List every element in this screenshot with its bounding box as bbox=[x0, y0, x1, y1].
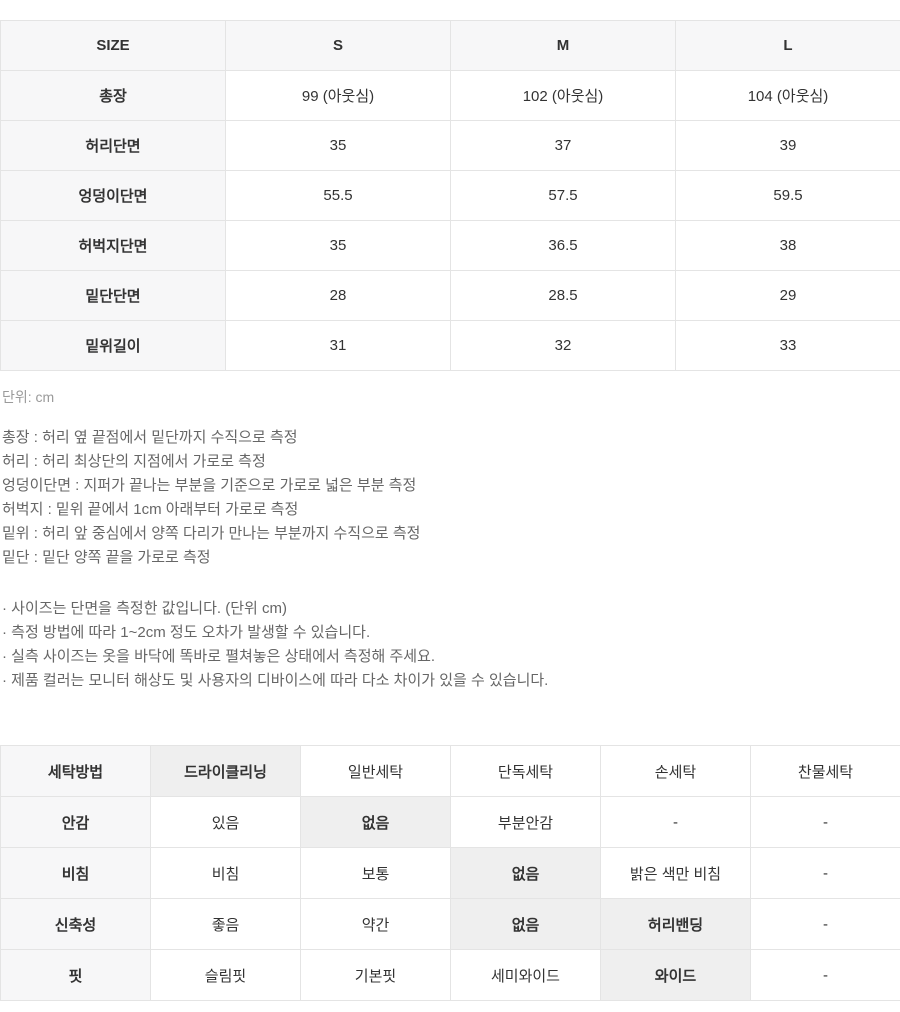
size-cell: 104 (아웃심) bbox=[676, 71, 900, 121]
care-cell: 비침 bbox=[151, 848, 301, 899]
size-table-header-row: SIZE S M L bbox=[1, 21, 900, 71]
size-cell: 59.5 bbox=[676, 171, 900, 221]
bullet-note-line: · 사이즈는 단면을 측정한 값입니다. (단위 cm) bbox=[2, 597, 900, 621]
size-row-hem: 밑단단면 28 28.5 29 bbox=[1, 271, 900, 321]
size-header-l: L bbox=[676, 21, 900, 71]
care-row-sheerness: 비침 비침 보통 없음 밝은 색만 비침 - bbox=[1, 848, 900, 899]
measure-note-line: 허벅지 : 밑위 끝에서 1cm 아래부터 가로로 측정 bbox=[2, 498, 900, 522]
size-cell: 57.5 bbox=[451, 171, 676, 221]
care-cell: 보통 bbox=[301, 848, 451, 899]
size-row-label: 밑단단면 bbox=[1, 271, 226, 321]
size-cell: 32 bbox=[451, 321, 676, 371]
care-row-lining: 안감 있음 없음 부분안감 - - bbox=[1, 797, 900, 848]
size-row-label: 허리단면 bbox=[1, 121, 226, 171]
size-cell: 37 bbox=[451, 121, 676, 171]
size-cell: 36.5 bbox=[451, 221, 676, 271]
size-cell: 39 bbox=[676, 121, 900, 171]
care-cell: - bbox=[751, 899, 900, 950]
size-row-label: 총장 bbox=[1, 71, 226, 121]
size-cell: 28 bbox=[226, 271, 451, 321]
size-row-label: 밑위길이 bbox=[1, 321, 226, 371]
care-table: 세탁방법 드라이클리닝 일반세탁 단독세탁 손세탁 찬물세탁 안감 있음 없음 … bbox=[0, 745, 900, 1001]
care-cell: 세미와이드 bbox=[451, 950, 601, 1001]
care-cell: 없음 bbox=[451, 848, 601, 899]
care-row-label: 핏 bbox=[1, 950, 151, 1001]
care-row-label: 비침 bbox=[1, 848, 151, 899]
care-cell: 없음 bbox=[301, 797, 451, 848]
care-row-stretch: 신축성 좋음 약간 없음 허리밴딩 - bbox=[1, 899, 900, 950]
measure-notes: 총장 : 허리 옆 끝점에서 밑단까지 수직으로 측정 허리 : 허리 최상단의… bbox=[2, 426, 900, 570]
size-row-waist: 허리단면 35 37 39 bbox=[1, 121, 900, 171]
care-cell: 일반세탁 bbox=[301, 746, 451, 797]
measure-note-line: 밑위 : 허리 앞 중심에서 양쪽 다리가 만나는 부분까지 수직으로 측정 bbox=[2, 522, 900, 546]
measure-note-line: 엉덩이단면 : 지퍼가 끝나는 부분을 기준으로 가로로 넓은 부분 측정 bbox=[2, 474, 900, 498]
size-cell: 35 bbox=[226, 221, 451, 271]
care-row-fit: 핏 슬림핏 기본핏 세미와이드 와이드 - bbox=[1, 950, 900, 1001]
care-cell: 허리밴딩 bbox=[601, 899, 751, 950]
size-row-rise: 밑위길이 31 32 33 bbox=[1, 321, 900, 371]
size-cell: 31 bbox=[226, 321, 451, 371]
size-row-label: 엉덩이단면 bbox=[1, 171, 226, 221]
care-cell: 와이드 bbox=[601, 950, 751, 1001]
measure-note-line: 밑단 : 밑단 양쪽 끝을 가로로 측정 bbox=[2, 546, 900, 570]
care-cell: 있음 bbox=[151, 797, 301, 848]
size-header-m: M bbox=[451, 21, 676, 71]
size-cell: 38 bbox=[676, 221, 900, 271]
bullet-note-line: · 측정 방법에 따라 1~2cm 정도 오차가 발생할 수 있습니다. bbox=[2, 621, 900, 645]
care-cell: 슬림핏 bbox=[151, 950, 301, 1001]
size-row-total-length: 총장 99 (아웃심) 102 (아웃심) 104 (아웃심) bbox=[1, 71, 900, 121]
size-row-thigh: 허벅지단면 35 36.5 38 bbox=[1, 221, 900, 271]
care-cell: 약간 bbox=[301, 899, 451, 950]
size-cell: 29 bbox=[676, 271, 900, 321]
measure-note-line: 허리 : 허리 최상단의 지점에서 가로로 측정 bbox=[2, 450, 900, 474]
measure-note-line: 총장 : 허리 옆 끝점에서 밑단까지 수직으로 측정 bbox=[2, 426, 900, 450]
care-row-label: 신축성 bbox=[1, 899, 151, 950]
bullet-note-line: · 제품 컬러는 모니터 해상도 및 사용자의 디바이스에 따라 다소 차이가 … bbox=[2, 669, 900, 693]
size-row-label: 허벅지단면 bbox=[1, 221, 226, 271]
size-cell: 35 bbox=[226, 121, 451, 171]
care-cell: 단독세탁 bbox=[451, 746, 601, 797]
care-cell: - bbox=[751, 848, 900, 899]
care-cell: 없음 bbox=[451, 899, 601, 950]
care-row-label: 세탁방법 bbox=[1, 746, 151, 797]
care-cell: 손세탁 bbox=[601, 746, 751, 797]
care-cell: 드라이클리닝 bbox=[151, 746, 301, 797]
size-row-hip: 엉덩이단면 55.5 57.5 59.5 bbox=[1, 171, 900, 221]
care-cell: - bbox=[601, 797, 751, 848]
unit-label: 단위: cm bbox=[2, 387, 900, 407]
care-cell: 찬물세탁 bbox=[751, 746, 900, 797]
care-cell: 부분안감 bbox=[451, 797, 601, 848]
size-cell: 33 bbox=[676, 321, 900, 371]
size-header-s: S bbox=[226, 21, 451, 71]
care-cell: 밝은 색만 비침 bbox=[601, 848, 751, 899]
care-cell: 좋음 bbox=[151, 899, 301, 950]
size-table: SIZE S M L 총장 99 (아웃심) 102 (아웃심) 104 (아웃… bbox=[0, 20, 900, 371]
bullet-notes: · 사이즈는 단면을 측정한 값입니다. (단위 cm) · 측정 방법에 따라… bbox=[2, 597, 900, 693]
care-cell: 기본핏 bbox=[301, 950, 451, 1001]
care-row-wash: 세탁방법 드라이클리닝 일반세탁 단독세탁 손세탁 찬물세탁 bbox=[1, 746, 900, 797]
size-header-size: SIZE bbox=[1, 21, 226, 71]
care-cell: - bbox=[751, 950, 900, 1001]
care-row-label: 안감 bbox=[1, 797, 151, 848]
size-cell: 55.5 bbox=[226, 171, 451, 221]
size-cell: 28.5 bbox=[451, 271, 676, 321]
bullet-note-line: · 실측 사이즈는 옷을 바닥에 똑바로 펼쳐놓은 상태에서 측정해 주세요. bbox=[2, 645, 900, 669]
size-cell: 99 (아웃심) bbox=[226, 71, 451, 121]
size-cell: 102 (아웃심) bbox=[451, 71, 676, 121]
care-cell: - bbox=[751, 797, 900, 848]
